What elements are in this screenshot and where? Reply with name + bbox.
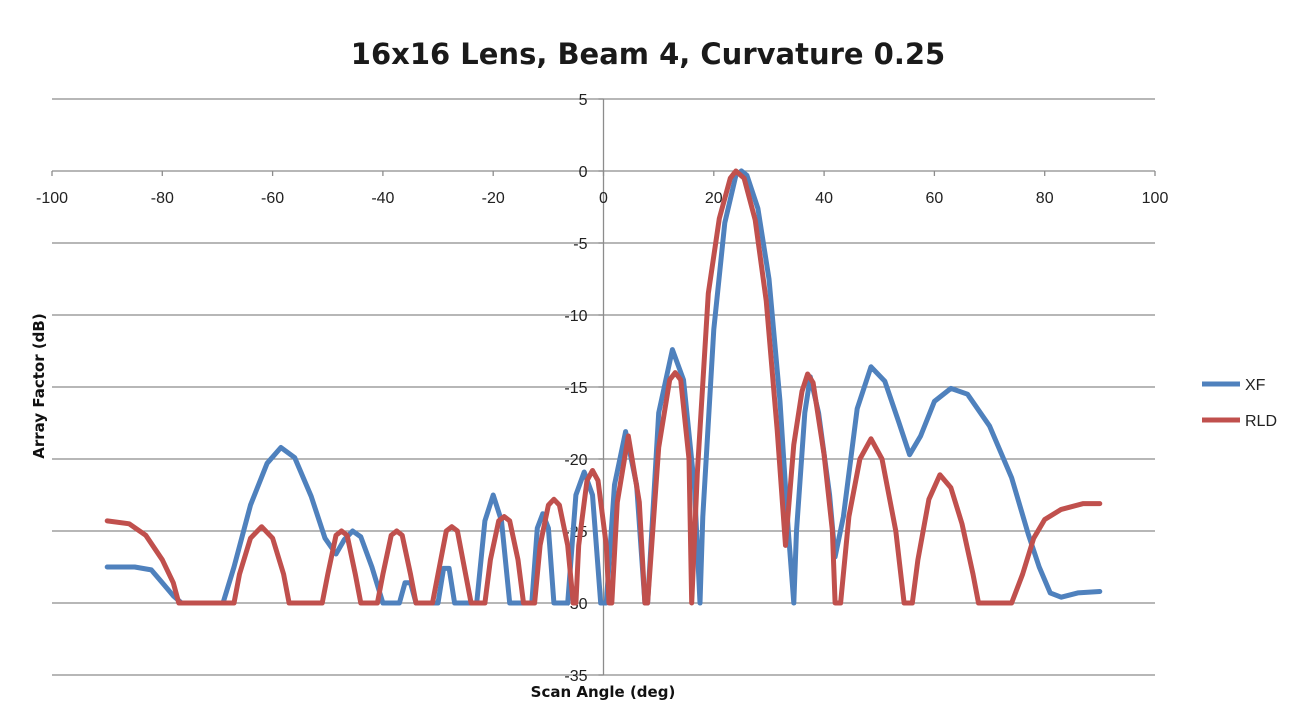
y-tick-label: -35: [564, 668, 587, 685]
x-tick-label: -60: [261, 190, 284, 207]
y-axis-title: Array Factor (dB): [30, 313, 48, 458]
chart-title: 16x16 Lens, Beam 4, Curvature 0.25: [351, 37, 945, 71]
x-tick-label: -80: [151, 190, 174, 207]
x-tick-label: 20: [705, 190, 723, 207]
series-line-xf: [104, 168, 1103, 606]
legend-label-rld: RLD: [1245, 413, 1277, 430]
y-tick-label: -10: [564, 308, 587, 325]
legend-label-xf: XF: [1245, 377, 1266, 394]
x-tick-labels: -100 -80 -60 -40 -20 0 20 40 60 80 100: [36, 190, 1168, 207]
x-tick-label: -100: [36, 190, 68, 207]
x-axis: [51, 171, 1156, 176]
x-tick-label: 40: [815, 190, 833, 207]
x-tick-label: -20: [482, 190, 505, 207]
series-line-rld: [104, 168, 1103, 606]
x-tick-label: 80: [1036, 190, 1054, 207]
y-tick-label: 5: [579, 92, 588, 109]
y-tick-label: -20: [564, 452, 587, 469]
x-axis-title: Scan Angle (deg): [531, 683, 676, 701]
series-lines: [104, 168, 1103, 606]
legend: XF RLD: [1202, 377, 1277, 430]
x-tick-label: 100: [1142, 190, 1169, 207]
x-tick-label: 60: [926, 190, 944, 207]
y-tick-label: 0: [579, 164, 588, 181]
y-tick-label: -15: [564, 380, 587, 397]
y-tick-label: -5: [573, 236, 587, 253]
x-tick-label: 0: [599, 190, 608, 207]
x-tick-label: -40: [371, 190, 394, 207]
